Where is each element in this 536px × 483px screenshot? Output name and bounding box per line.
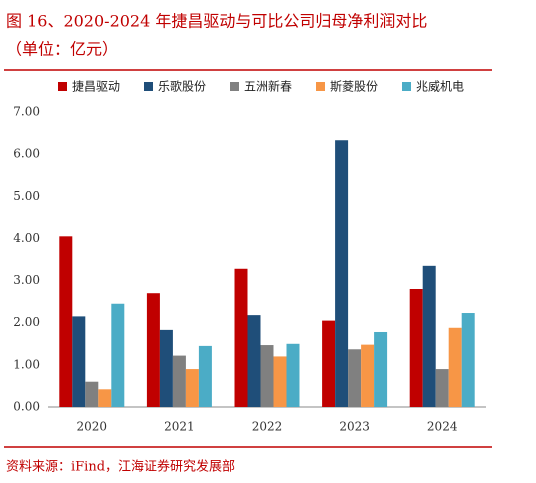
bar	[461, 313, 475, 407]
x-tick-label: 2023	[339, 420, 370, 434]
y-tick-label: 1.00	[13, 357, 40, 371]
legend-label: 斯菱股份	[330, 80, 378, 94]
bar	[198, 345, 212, 407]
bar	[273, 356, 287, 407]
legend-label: 乐歌股份	[158, 79, 206, 94]
legend-swatch	[230, 82, 239, 91]
legend-swatch	[402, 82, 411, 91]
bar	[435, 369, 449, 407]
bar	[72, 316, 86, 407]
legend-label: 兆威机电	[416, 80, 464, 94]
chart-subtitle: （单位：亿元）	[6, 40, 118, 59]
x-tick-label: 2022	[252, 420, 283, 434]
x-tick-label: 2024	[427, 420, 458, 434]
bar	[59, 236, 73, 407]
x-tick-label: 2021	[164, 420, 195, 434]
y-tick-label: 5.00	[13, 189, 40, 203]
legend-swatch	[144, 82, 153, 91]
y-tick-label: 0.00	[13, 400, 40, 414]
bar	[85, 381, 99, 407]
bar	[409, 289, 423, 407]
bar	[422, 265, 436, 407]
y-tick-label: 3.00	[13, 273, 40, 287]
bar	[247, 315, 261, 407]
bar	[322, 320, 336, 407]
y-tick-label: 7.00	[13, 105, 40, 119]
legend-label: 五洲新春	[244, 79, 292, 94]
bar	[335, 140, 349, 407]
bar	[185, 369, 199, 407]
bar	[159, 329, 173, 407]
bar	[374, 331, 388, 407]
bar	[172, 355, 186, 407]
bar	[361, 344, 375, 407]
bar	[286, 343, 300, 407]
y-tick-label: 4.00	[13, 231, 40, 245]
x-tick-label: 2020	[77, 420, 108, 434]
chart-title: 图 16、2020-2024 年捷昌驱动与可比公司归母净利润对比	[6, 12, 427, 31]
bar	[98, 389, 112, 407]
bar	[448, 327, 462, 407]
legend-label: 捷昌驱动	[72, 80, 120, 94]
y-tick-label: 2.00	[13, 315, 40, 329]
bar	[146, 293, 160, 407]
bar	[234, 268, 248, 407]
y-tick-label: 6.00	[13, 147, 40, 161]
bar	[111, 303, 125, 407]
bar	[260, 345, 274, 407]
legend-swatch	[58, 82, 67, 91]
source: 资料来源：iFind，江海证券研究发展部	[6, 459, 235, 475]
bar	[348, 349, 362, 407]
legend-swatch	[316, 82, 325, 91]
